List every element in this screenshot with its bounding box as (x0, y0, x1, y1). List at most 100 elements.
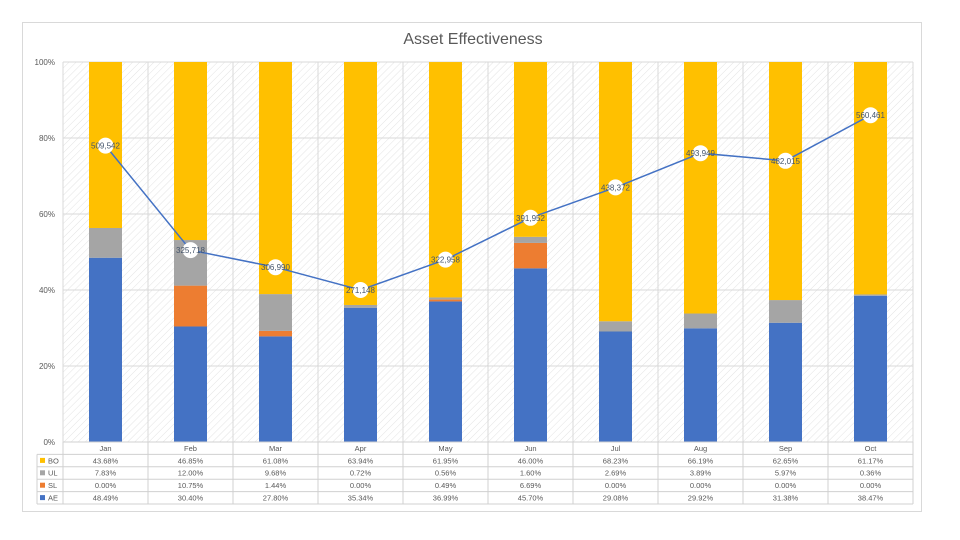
y-tick-label: 80% (39, 134, 55, 143)
line-data-label: 493,949 (686, 149, 715, 158)
line-point (692, 145, 709, 162)
x-tick-label: Jun (524, 444, 536, 453)
data-table-cell: 63.94% (348, 456, 374, 465)
chart-frame: Asset Effectiveness 509,542 325,718 306,99… (22, 22, 922, 512)
bar-ae (684, 328, 717, 442)
data-table-cell: 46.00% (518, 456, 544, 465)
data-table-cell: 29.92% (688, 494, 714, 503)
line-data-label: 482,015 (771, 157, 800, 166)
x-tick-label: Jul (611, 444, 621, 453)
x-tick-label: Aug (694, 444, 707, 453)
data-table-cell: 12.00% (178, 469, 204, 478)
data-table-cell: 31.38% (773, 494, 799, 503)
data-table-cell: 0.00% (95, 481, 117, 490)
y-tick-label: 40% (39, 286, 55, 295)
line-point (862, 107, 879, 124)
data-table-cell: 62.65% (773, 456, 799, 465)
legend-key-bo (40, 457, 45, 463)
bar-bo (344, 62, 377, 305)
bar-bo (514, 62, 547, 237)
line-data-label: 509,542 (91, 142, 120, 151)
bar-ae (599, 331, 632, 442)
bar-ae (344, 307, 377, 442)
data-table-cell: 38.47% (858, 494, 884, 503)
data-table-cell: 1.44% (265, 481, 287, 490)
bar-sl (259, 330, 292, 337)
y-tick-label: 100% (35, 58, 55, 67)
data-table-cell: 46.85% (178, 456, 204, 465)
bar-sl (514, 242, 547, 269)
bar-ul (259, 294, 292, 331)
bar-ae (514, 268, 547, 442)
bar-sl (174, 285, 207, 327)
line-data-label: 271,148 (346, 286, 375, 295)
line-data-label: 438,372 (601, 183, 630, 192)
y-tick-label: 20% (39, 362, 55, 371)
line-point (97, 137, 114, 154)
legend-label-ae: AE (48, 494, 58, 503)
data-table-cell: 0.36% (860, 469, 882, 478)
bar-ul (514, 236, 547, 243)
bar-ul (854, 294, 887, 296)
data-table-cell: 36.99% (433, 494, 459, 503)
data-table-cell: 0.00% (605, 481, 627, 490)
data-table-cell: 3.89% (690, 469, 712, 478)
bar-ae (89, 257, 122, 442)
bar-ae (769, 322, 802, 442)
line-point (352, 282, 369, 298)
data-table-cell: 0.72% (350, 469, 372, 478)
bar-ae (429, 301, 462, 442)
bar-ul (599, 321, 632, 332)
data-table-cell: 0.00% (775, 481, 797, 490)
data-table-cell: 7.83% (95, 469, 117, 478)
bar-ae (174, 326, 207, 442)
line-data-label: 391,952 (516, 214, 545, 223)
bar-ul (344, 304, 377, 308)
line-data-label: 306,990 (261, 263, 290, 272)
data-table-cell: 48.49% (93, 494, 119, 503)
line-point (182, 242, 199, 259)
legend-label-sl: SL (48, 481, 57, 490)
x-tick-label: Feb (184, 444, 197, 453)
data-table-cell: 0.00% (690, 481, 712, 490)
line-point (777, 152, 794, 169)
bar-bo (684, 62, 717, 314)
data-table-cell: 43.68% (93, 456, 119, 465)
data-table-cell: 45.70% (518, 494, 544, 503)
data-table-cell: 35.34% (348, 494, 374, 503)
data-table-cell: 29.08% (603, 494, 629, 503)
data-table-cell: 61.17% (858, 456, 884, 465)
y-tick-label: 0% (43, 438, 55, 447)
line-data-label: 560,461 (856, 111, 885, 120)
line-point (437, 251, 454, 268)
data-table-cell: 0.49% (435, 481, 457, 490)
line-point (267, 259, 284, 276)
bar-bo (259, 62, 292, 295)
x-tick-label: Mar (269, 444, 282, 453)
y-tick-label: 60% (39, 210, 55, 219)
x-tick-label: Apr (355, 444, 367, 453)
bar-ul (769, 300, 802, 323)
data-table-cell: 61.95% (433, 456, 459, 465)
x-tick-label: Sep (779, 444, 792, 453)
line-series (104, 114, 871, 291)
bar-sl (429, 299, 462, 302)
bar-ul (89, 227, 122, 258)
data-table-cell: 2.69% (605, 469, 627, 478)
bar-bo (769, 62, 802, 301)
data-table-cell: 27.80% (263, 494, 289, 503)
data-table-cell: 0.56% (435, 469, 457, 478)
data-table-cell: 5.97% (775, 469, 797, 478)
line-data-label: 322,958 (431, 256, 460, 265)
line-point (607, 179, 624, 196)
legend-key-sl (40, 482, 45, 488)
data-table-cell: 30.40% (178, 494, 204, 503)
line-point (522, 209, 539, 226)
bar-ul (684, 313, 717, 329)
legend-key-ul (40, 470, 45, 476)
bar-ul (429, 297, 462, 300)
legend-label-ul: UL (48, 469, 58, 478)
legend-key-ae (40, 495, 45, 501)
x-tick-label: May (438, 444, 452, 453)
data-table-cell: 0.00% (860, 481, 882, 490)
